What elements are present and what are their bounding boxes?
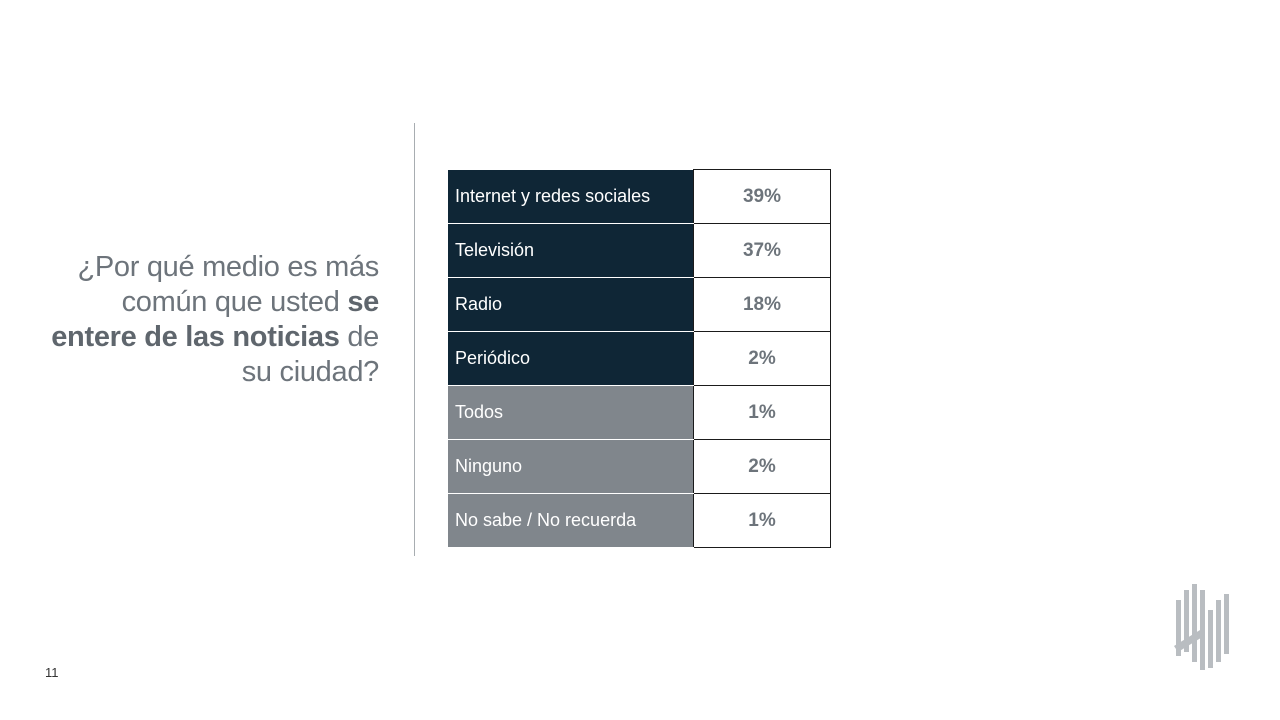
question-part-2: de su ciudad? [241,321,380,388]
table-row: Televisión 37% [448,223,831,278]
question-text: ¿Por qué medio es más común que usted se… [39,250,379,390]
row-label: Todos [448,385,694,440]
company-logo-icon [1174,584,1229,670]
vertical-divider [414,123,415,556]
page-number: 11 [45,665,59,680]
row-value: 39% [693,169,831,224]
row-label: Ninguno [448,439,694,494]
row-value: 37% [693,223,831,278]
row-label: Periódico [448,331,694,386]
table-row: Radio 18% [448,277,831,332]
row-value: 2% [693,331,831,386]
row-value: 18% [693,277,831,332]
row-label: Radio [448,277,694,332]
row-label: No sabe / No recuerda [448,493,694,548]
table-row: Todos 1% [448,385,831,440]
table-row: Internet y redes sociales 39% [448,169,831,224]
row-value: 2% [693,439,831,494]
row-value: 1% [693,493,831,548]
question-bold: se entere de las noticias [51,286,379,353]
question-part-1: ¿Por qué medio es más común que usted [77,251,379,318]
row-label: Televisión [448,223,694,278]
results-table: Internet y redes sociales 39% Televisión… [448,169,831,548]
table-row: No sabe / No recuerda 1% [448,493,831,548]
row-label: Internet y redes sociales [448,169,694,224]
table-row: Periódico 2% [448,331,831,386]
table-row: Ninguno 2% [448,439,831,494]
row-value: 1% [693,385,831,440]
